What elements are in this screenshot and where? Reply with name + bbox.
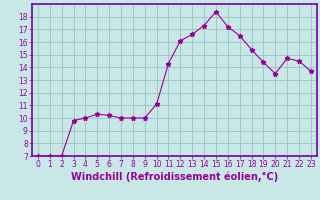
X-axis label: Windchill (Refroidissement éolien,°C): Windchill (Refroidissement éolien,°C): [71, 172, 278, 182]
